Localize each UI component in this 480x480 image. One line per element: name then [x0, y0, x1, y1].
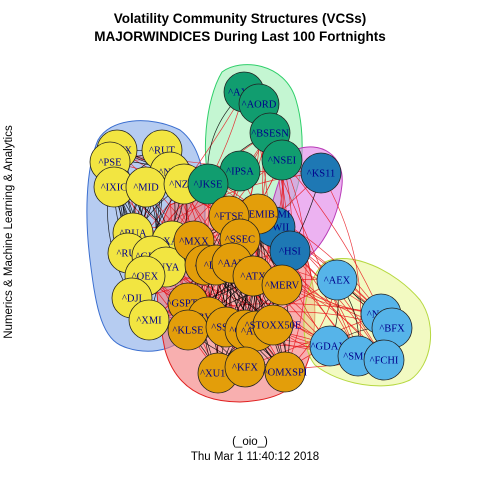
node-label: ^PSE: [98, 158, 121, 169]
node-ixic: ^IXIC: [93, 166, 135, 208]
node-kfx: ^KFX: [224, 346, 266, 388]
node-circle: [363, 339, 405, 381]
node-circle: [264, 351, 306, 393]
node-label: ^FTSEMIB.MI: [226, 210, 291, 221]
node-label: ^FTSE: [214, 212, 243, 223]
node-circle: [300, 152, 342, 194]
node-label: ^IXIC: [101, 183, 128, 194]
node-label: ^AEX: [324, 276, 351, 287]
node-circle: [128, 299, 170, 341]
node-label: ^BSESN: [251, 129, 289, 140]
footer-line-1: (_oio_): [232, 436, 268, 448]
node-label: ^OMXSPI: [263, 368, 308, 379]
node-label: ^SSEC: [225, 235, 255, 246]
node-stoxx50e: ^STOXX50E: [245, 304, 302, 346]
node-jkse: ^JKSE: [187, 163, 229, 205]
nodes: ^NWX^RUT^PSE^NBI^IXIC^MID^NZ50^RUA^XAX^R…: [89, 71, 413, 394]
node-label: ^TWII: [261, 223, 290, 234]
node-label: ^ATX: [240, 272, 266, 283]
node-label: ^KLSE: [172, 326, 203, 337]
node-label: ^NZ50: [169, 180, 198, 191]
node-circle: [187, 163, 229, 205]
node-label: ^XU100: [200, 369, 236, 380]
node-merv: ^MERV: [261, 264, 303, 306]
node-label: ^KFX: [232, 363, 258, 374]
node-label: ^XMI: [136, 316, 162, 327]
node-circle: [224, 346, 266, 388]
node-label: ^MID: [133, 183, 159, 194]
node-label: ^AAU: [218, 259, 246, 270]
node-label: ^HSI: [279, 247, 301, 258]
node-label: ^RUI: [116, 249, 140, 260]
node-label: ^DJI: [122, 294, 143, 305]
node-mid: ^MID: [125, 166, 167, 208]
node-label: ^GSPTSE: [167, 299, 210, 310]
node-circle: [261, 139, 303, 181]
node-label: ^NYA: [153, 263, 180, 274]
node-label: ^NSEI: [268, 156, 297, 167]
node-label: ^GDAXI: [311, 342, 350, 353]
node-nsei: ^NSEI: [261, 139, 303, 181]
node-label: ^KS11: [307, 169, 335, 180]
node-xmi: ^XMI: [128, 299, 170, 341]
edge-between: [320, 172, 362, 357]
node-label: ^SMSI: [343, 352, 373, 363]
node-circle: [316, 259, 358, 301]
node-klse: ^KLSE: [167, 309, 209, 351]
node-fchi: ^FCHI: [363, 339, 405, 381]
footer-line-2: Thu Mar 1 11:40:12 2018: [190, 451, 320, 463]
edge-between: [281, 159, 382, 315]
chart-title: Volatility Community Structures (VCSs) M…: [0, 10, 480, 46]
node-label: ^RUT: [149, 146, 176, 157]
title-line-2: MAJORWINDICES During Last 100 Fortnights: [94, 29, 386, 44]
node-label: ^BFX: [379, 324, 405, 335]
node-circle: [261, 264, 303, 306]
node-circle: [252, 304, 294, 346]
node-label: ^JKSE: [194, 180, 223, 191]
title-line-1: Volatility Community Structures (VCSs): [113, 11, 367, 26]
node-omxspi: ^OMXSPI: [263, 351, 308, 393]
node-label: ^XAX: [158, 237, 186, 248]
node-ks11: ^KS11: [300, 152, 342, 194]
node-label: ^MXX: [179, 237, 209, 248]
node-label: ^FCHI: [370, 356, 399, 367]
node-label: ^IPSA: [226, 167, 254, 178]
node-label: ^OEX: [132, 272, 159, 283]
node-label: ^AORD: [242, 100, 277, 111]
node-aex: ^AEX: [316, 259, 358, 301]
node-label: ^STOXX50E: [245, 321, 302, 332]
node-hsi: ^HSI: [269, 230, 311, 272]
node-label: ^MERV: [265, 281, 300, 292]
